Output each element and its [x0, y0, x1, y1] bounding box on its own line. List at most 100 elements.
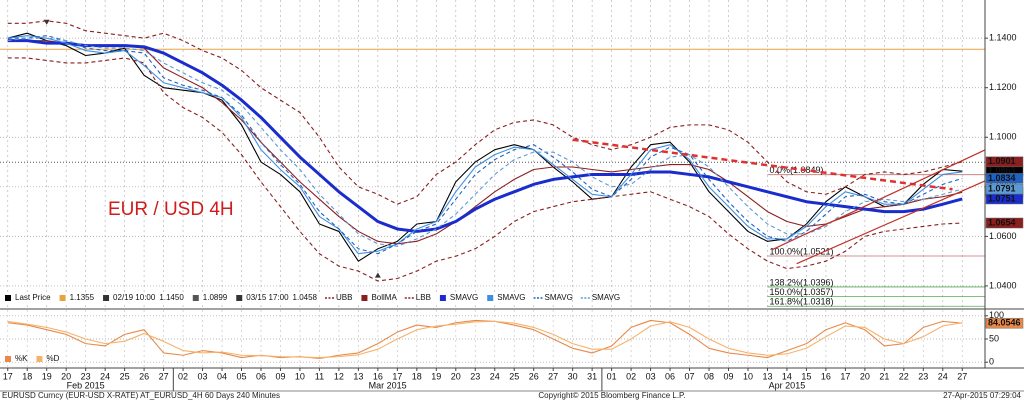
y-tick-label: 50 — [989, 333, 999, 343]
last-value-box — [985, 173, 1024, 184]
x-tick-label: 15 — [801, 371, 811, 381]
last-value-label: 1.0791 — [988, 183, 1016, 193]
legend-label: 1.1355 — [70, 293, 95, 302]
x-tick-label: 06 — [256, 371, 266, 381]
series-line — [7, 319, 963, 360]
series-line — [7, 35, 963, 255]
x-tick-label: 26 — [139, 371, 149, 381]
extreme-marker — [374, 272, 381, 278]
x-tick-label: 07 — [685, 371, 695, 381]
legend-icon — [5, 356, 11, 362]
last-value-box — [985, 156, 1024, 168]
x-tick-label: 16 — [821, 371, 831, 381]
last-value-box — [985, 317, 1024, 329]
x-tick-label: 25 — [509, 371, 519, 381]
legend-label: LBB — [416, 293, 431, 302]
legend-label: Last Price — [15, 293, 51, 302]
legend-label: 03/15 17:00 — [246, 293, 289, 302]
x-tick-label: 27 — [957, 371, 967, 381]
x-tick-label: 20 — [61, 371, 71, 381]
legend-label: SMAVG — [545, 293, 573, 302]
x-tick-label: 18 — [22, 371, 32, 381]
fib-label: 150.0%(1.0357) — [769, 287, 833, 297]
legend-icon — [236, 295, 243, 301]
x-tick-label: 03 — [646, 371, 656, 381]
x-tick-label: 22 — [899, 371, 909, 381]
legend-icon — [59, 295, 66, 301]
x-tick-label: 17 — [840, 371, 850, 381]
y-tick-label: 1.0400 — [989, 280, 1017, 290]
y-tick-label: 0 — [989, 357, 994, 367]
x-tick-label: 20 — [451, 371, 461, 381]
x-tick-label: 09 — [275, 371, 285, 381]
legend-icon — [487, 295, 494, 301]
legend-label: SMAVG — [450, 293, 478, 302]
legend-label: BollMA — [371, 293, 397, 302]
legend-label: 1.0899 — [203, 293, 228, 302]
x-tick-label: 12 — [334, 371, 344, 381]
last-value-label: 1.0863 — [988, 166, 1016, 176]
x-tick-label: 27 — [548, 371, 558, 381]
x-tick-label: 26 — [529, 371, 539, 381]
x-tick-label: 01 — [607, 371, 617, 381]
x-tick-label: 05 — [236, 371, 246, 381]
x-tick-label: 20 — [860, 371, 870, 381]
legend-label: SMAVG — [592, 293, 620, 302]
legend-label: UBB — [336, 293, 352, 302]
x-tick-label: 23 — [918, 371, 928, 381]
x-tick-label: 31 — [587, 371, 597, 381]
stoch-panel — [0, 310, 985, 368]
legend-label: 1.1450 — [159, 293, 184, 302]
series-line — [7, 39, 963, 233]
x-tick-label: 23 — [81, 371, 91, 381]
month-label: Feb 2015 — [67, 380, 105, 390]
y-tick-label: 1.0600 — [989, 231, 1017, 241]
legend-icon — [36, 356, 43, 362]
trendline — [771, 149, 985, 251]
series-line — [7, 320, 963, 359]
fib-label: 138.2%(1.0396) — [769, 277, 833, 287]
fib-label: 161.8%(1.0318) — [769, 297, 833, 307]
x-tick-label: 24 — [938, 371, 948, 381]
x-tick-label: 24 — [100, 371, 110, 381]
series-line — [7, 35, 963, 255]
legend-label: %D — [46, 354, 59, 363]
legend-icon — [192, 295, 199, 301]
x-tick-label: 03 — [198, 371, 208, 381]
chart-title: EUR / USD 4H — [108, 199, 234, 220]
x-tick-label: 17 — [3, 371, 13, 381]
last-value-label: 1.0654 — [988, 217, 1016, 227]
x-tick-label: 13 — [353, 371, 363, 381]
last-value-label: 84.0546 — [988, 318, 1021, 328]
y-tick-label: 1.1400 — [989, 33, 1017, 43]
x-tick-label: 21 — [879, 371, 889, 381]
legend-icon — [439, 295, 446, 301]
x-tick-label: 16 — [373, 371, 383, 381]
series-line — [7, 37, 963, 247]
series-line — [7, 20, 963, 205]
month-label: Apr 2015 — [769, 380, 806, 390]
series-line — [7, 57, 963, 282]
x-tick-label: 11 — [315, 371, 324, 381]
x-tick-label: 13 — [762, 371, 772, 381]
footer-right: 27-Apr-2015 07:29:04 — [943, 391, 1021, 400]
last-value-box — [985, 217, 1024, 229]
legend-icon — [5, 295, 11, 301]
series-line — [7, 32, 963, 262]
legend-label: SMAVG — [497, 293, 525, 302]
fib-label: 100.0%(1.0521) — [769, 246, 833, 256]
y-tick-label: 1.1200 — [989, 82, 1017, 92]
x-tick-label: 14 — [782, 371, 792, 381]
trendline — [796, 180, 985, 265]
legend-label: 02/19 10:00 — [113, 293, 156, 302]
x-tick-label: 08 — [704, 371, 714, 381]
legend-icon — [103, 295, 110, 301]
legend-label: 1.0458 — [293, 293, 318, 302]
legend-label: %K — [15, 354, 28, 363]
last-value-box — [985, 183, 1024, 195]
last-value-label: 1.0751 — [988, 193, 1016, 203]
x-tick-label: 10 — [743, 371, 753, 381]
x-tick-label: 06 — [665, 371, 675, 381]
